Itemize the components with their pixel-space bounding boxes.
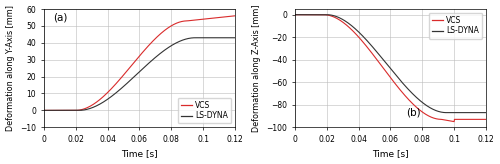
Text: (b): (b) <box>406 108 420 118</box>
LS-DYNA <box>74 109 80 111</box>
VCS <box>41 109 47 111</box>
VCS <box>404 97 410 99</box>
LS-DYNA <box>168 45 174 47</box>
VCS <box>436 118 442 120</box>
LS-DYNA <box>128 79 134 81</box>
LS-DYNA <box>185 38 191 40</box>
LS-DYNA <box>436 111 442 113</box>
Legend: VCS, LS-DYNA: VCS, LS-DYNA <box>178 98 231 123</box>
LS-DYNA <box>41 109 47 111</box>
LS-DYNA <box>192 37 198 39</box>
VCS <box>74 109 80 111</box>
X-axis label: Time [s]: Time [s] <box>372 149 408 158</box>
VCS <box>128 66 134 68</box>
VCS <box>341 22 347 24</box>
VCS <box>185 20 191 22</box>
LS-DYNA <box>90 106 96 108</box>
Line: VCS: VCS <box>44 16 235 110</box>
LS-DYNA <box>292 14 298 16</box>
VCS <box>420 111 426 113</box>
LS-DYNA <box>444 112 450 114</box>
Y-axis label: Deformation along Y-Axis [mm]: Deformation along Y-Axis [mm] <box>6 5 15 131</box>
LS-DYNA <box>232 37 238 39</box>
Text: (a): (a) <box>54 13 68 23</box>
LS-DYNA <box>341 19 347 21</box>
Y-axis label: Deformation along Z-Axis [mm]: Deformation along Z-Axis [mm] <box>252 4 260 132</box>
X-axis label: Time [s]: Time [s] <box>121 149 158 158</box>
LS-DYNA <box>154 56 160 58</box>
VCS <box>168 25 174 27</box>
VCS <box>232 15 238 17</box>
LS-DYNA <box>326 14 332 16</box>
VCS <box>154 37 160 39</box>
LS-DYNA <box>483 112 489 114</box>
VCS <box>90 104 96 106</box>
VCS <box>483 118 489 120</box>
LS-DYNA <box>378 56 384 58</box>
LS-DYNA <box>404 87 410 89</box>
VCS <box>292 14 298 16</box>
VCS <box>326 14 332 16</box>
VCS <box>378 65 384 67</box>
Line: VCS: VCS <box>295 15 486 122</box>
VCS <box>451 121 457 123</box>
Line: LS-DYNA: LS-DYNA <box>295 15 486 113</box>
LS-DYNA <box>420 102 426 104</box>
Line: LS-DYNA: LS-DYNA <box>44 38 235 110</box>
Legend: VCS, LS-DYNA: VCS, LS-DYNA <box>428 13 482 39</box>
